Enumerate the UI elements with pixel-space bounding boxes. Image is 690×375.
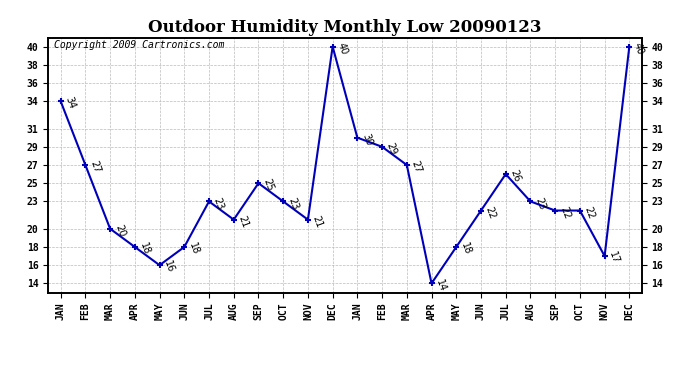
Text: 23: 23 <box>286 196 299 211</box>
Text: 18: 18 <box>187 242 201 256</box>
Text: 20: 20 <box>113 223 126 238</box>
Text: 18: 18 <box>137 242 151 256</box>
Text: 34: 34 <box>63 96 77 111</box>
Text: Copyright 2009 Cartronics.com: Copyright 2009 Cartronics.com <box>55 40 225 50</box>
Text: 16: 16 <box>162 260 176 274</box>
Text: 27: 27 <box>88 159 102 175</box>
Text: 25: 25 <box>262 178 275 193</box>
Text: 27: 27 <box>410 159 423 175</box>
Text: 21: 21 <box>237 214 250 229</box>
Text: 21: 21 <box>310 214 324 229</box>
Title: Outdoor Humidity Monthly Low 20090123: Outdoor Humidity Monthly Low 20090123 <box>148 19 542 36</box>
Text: 17: 17 <box>607 251 621 266</box>
Text: 22: 22 <box>558 205 571 220</box>
Text: 23: 23 <box>533 196 547 211</box>
Text: 22: 22 <box>582 205 596 220</box>
Text: 29: 29 <box>385 141 399 156</box>
Text: 40: 40 <box>632 41 646 56</box>
Text: 14: 14 <box>434 278 448 293</box>
Text: 18: 18 <box>459 242 473 256</box>
Text: 23: 23 <box>212 196 226 211</box>
Text: 30: 30 <box>360 132 374 147</box>
Text: 26: 26 <box>509 168 522 184</box>
Text: 22: 22 <box>484 205 497 220</box>
Text: 40: 40 <box>335 41 349 56</box>
